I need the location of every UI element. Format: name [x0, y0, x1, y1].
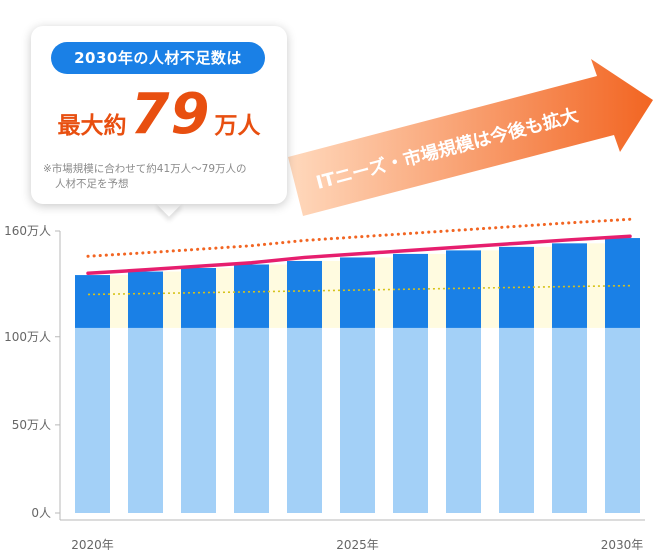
y-tick-label: 0人	[31, 506, 51, 520]
bar-base-2020年	[75, 327, 110, 513]
y-tick-label: 50万人	[12, 418, 51, 432]
growth-arrow: ITニーズ・市場規模は今後も拡大	[288, 59, 653, 216]
bar-top-2029年	[552, 243, 587, 328]
callout-note: ※市場規模に合わせて約41万人～79万人の 人材不足を予想	[43, 162, 279, 192]
bar-top-2022年	[181, 268, 216, 328]
bar-gap-fill	[163, 271, 181, 328]
bar-top-2026年	[393, 253, 428, 328]
headline-prefix: 最大約	[57, 113, 127, 139]
trend-dotted-line	[86, 217, 632, 258]
bar-gap-fill	[428, 253, 446, 328]
bar-base-2030年	[605, 327, 640, 513]
bar-gap-fill	[322, 260, 340, 328]
bar-base-2028年	[499, 327, 534, 513]
y-tick-label: 160万人	[4, 224, 51, 238]
callout-note-line2: 人材不足を予想	[55, 178, 129, 190]
bar-base-2026年	[393, 327, 428, 513]
bar-top-2023年	[234, 264, 269, 328]
bar-top-2024年	[287, 260, 322, 328]
callout-pill: 2030年の人材不足数は	[51, 42, 265, 74]
bar-gap-fill	[587, 243, 605, 328]
x-tick-label: 2020年	[71, 538, 114, 550]
series-line-high	[86, 234, 632, 276]
bar-top-2025年	[340, 257, 375, 328]
bar-top-2027年	[446, 250, 481, 328]
bar-base-2025年	[340, 327, 375, 513]
headline-suffix: 万人	[214, 113, 261, 139]
bar-base-2021年	[128, 327, 163, 513]
callout-box: 2030年の人材不足数は 最大約79 万人 ※市場規模に合わせて約41万人～79万…	[31, 26, 287, 204]
headline-number: 79	[130, 82, 211, 147]
bar-base-2027年	[446, 327, 481, 513]
bar-top-2030年	[605, 238, 640, 328]
bar-base-2022年	[181, 327, 216, 513]
bar-gap-fill	[375, 257, 393, 328]
bar-gap-fill	[269, 264, 287, 328]
bar-top-2021年	[128, 271, 163, 328]
growth-arrow-shape	[288, 59, 653, 216]
series-line-mid	[87, 284, 631, 296]
bar-gap-fill	[216, 268, 234, 328]
bar-gap-fill	[110, 275, 128, 328]
bar-base-2023年	[234, 327, 269, 513]
bar-base-2029年	[552, 327, 587, 513]
x-tick-label: 2030年	[601, 538, 644, 550]
x-tick-label: 2025年	[336, 538, 379, 550]
bar-base-2024年	[287, 327, 322, 513]
y-tick-label: 100万人	[4, 330, 51, 344]
bar-top-2020年	[75, 275, 110, 328]
callout-headline: 最大約79 万人	[31, 82, 287, 147]
bar-gap-fill	[481, 250, 499, 328]
callout-note-line1: ※市場規模に合わせて約41万人～79万人の	[43, 163, 247, 175]
